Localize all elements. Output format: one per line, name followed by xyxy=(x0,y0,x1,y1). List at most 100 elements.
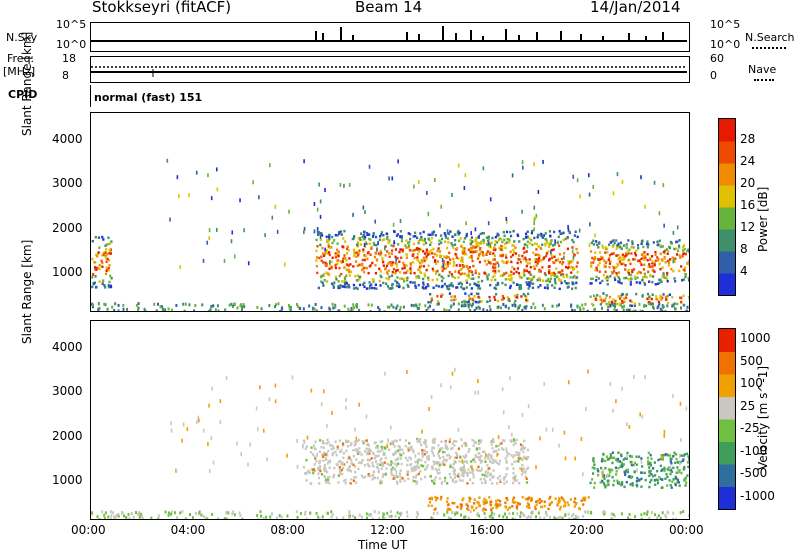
echo-cell xyxy=(647,301,650,304)
echo-cell xyxy=(514,501,517,504)
echo-cell xyxy=(309,511,312,515)
echo-cell xyxy=(101,282,104,285)
echo-cell xyxy=(416,252,419,256)
echo-cell xyxy=(468,283,472,286)
echo-cell xyxy=(471,259,474,263)
echo-cell xyxy=(323,272,326,276)
echo-cell xyxy=(243,228,245,233)
echo-cell xyxy=(684,478,687,481)
echo-cell xyxy=(461,466,464,470)
echo-cell xyxy=(230,302,233,306)
y-tick-label: 3000 xyxy=(52,176,83,191)
echo-cell xyxy=(493,460,496,464)
echo-cell xyxy=(432,286,435,290)
echo-cell xyxy=(646,510,649,514)
echo-cell xyxy=(631,270,634,274)
echo-cell xyxy=(650,478,653,482)
echo-cell xyxy=(107,259,111,262)
echo-cell xyxy=(465,265,468,268)
echo-cell xyxy=(354,274,357,278)
echo-cell xyxy=(612,512,615,516)
echo-cell xyxy=(506,296,509,299)
echo-cell xyxy=(600,459,604,463)
echo-cell xyxy=(311,453,315,456)
echo-cell xyxy=(375,287,378,290)
echo-cell xyxy=(157,514,160,518)
echo-cell xyxy=(647,462,650,466)
echo-cell xyxy=(430,241,433,244)
echo-cell xyxy=(629,518,632,522)
echo-cell xyxy=(362,233,365,237)
echo-cell xyxy=(377,241,379,246)
echo-cell xyxy=(431,267,434,271)
echo-cell xyxy=(388,275,391,278)
echo-cell xyxy=(175,468,178,473)
echo-cell xyxy=(453,456,457,459)
echo-cell xyxy=(467,267,470,270)
echo-cell xyxy=(433,508,436,511)
echo-cell xyxy=(318,256,321,260)
colorbar-tick-label: 500 xyxy=(740,353,763,368)
echo-cell xyxy=(430,479,434,483)
echo-cell xyxy=(265,515,268,519)
echo-cell xyxy=(328,309,331,313)
echo-cell xyxy=(495,292,498,296)
echo-cell xyxy=(564,504,567,507)
echo-cell xyxy=(404,456,408,460)
echo-cell xyxy=(93,260,96,264)
echo-cell xyxy=(468,269,471,273)
echo-cell xyxy=(434,461,437,464)
echo-cell xyxy=(487,244,490,248)
echo-cell xyxy=(453,298,456,302)
echo-cell xyxy=(399,480,402,483)
echo-cell xyxy=(606,303,610,307)
echo-cell xyxy=(390,303,393,307)
echo-cell xyxy=(659,516,662,520)
colorbar-swatch xyxy=(719,396,735,420)
y-tick-label: 3000 xyxy=(52,384,83,399)
colorbar-tick-label: 20 xyxy=(740,176,756,190)
echo-cell xyxy=(377,469,380,472)
echo-cell xyxy=(433,252,436,256)
echo-cell xyxy=(459,237,462,240)
echo-cell xyxy=(467,276,471,279)
echo-cell xyxy=(97,308,100,312)
echo-cell xyxy=(635,292,638,296)
echo-cell xyxy=(514,299,517,303)
echo-cell xyxy=(407,285,410,288)
echo-cell xyxy=(362,476,365,479)
echo-cell xyxy=(443,450,446,454)
echo-cell xyxy=(393,467,397,471)
echo-cell xyxy=(325,480,329,484)
echo-cell xyxy=(374,219,377,224)
echo-cell xyxy=(461,272,464,275)
echo-cell xyxy=(521,496,524,499)
echo-cell xyxy=(406,459,409,462)
colorbar-swatch xyxy=(719,119,735,142)
echo-cell xyxy=(345,247,349,251)
echo-cell xyxy=(539,505,543,509)
echo-cell xyxy=(398,448,402,452)
echo-cell xyxy=(357,461,361,464)
echo-cell xyxy=(666,273,669,277)
echo-cell xyxy=(438,461,441,465)
echo-cell xyxy=(480,454,483,458)
echo-cell xyxy=(318,482,321,485)
echo-cell xyxy=(345,285,348,289)
echo-cell xyxy=(538,270,541,273)
echo-cell xyxy=(479,461,483,464)
echo-cell xyxy=(384,266,387,270)
echo-cell xyxy=(666,301,670,305)
echo-cell xyxy=(360,453,363,456)
echo-cell xyxy=(400,237,404,240)
echo-cell xyxy=(641,310,644,314)
echo-cell xyxy=(299,511,302,515)
echo-cell xyxy=(661,275,664,278)
echo-cell xyxy=(182,302,185,306)
echo-cell xyxy=(617,276,620,279)
echo-cell xyxy=(365,242,368,246)
echo-cell xyxy=(314,302,317,306)
echo-cell xyxy=(635,483,638,487)
echo-cell xyxy=(642,276,645,279)
echo-cell xyxy=(392,442,395,446)
